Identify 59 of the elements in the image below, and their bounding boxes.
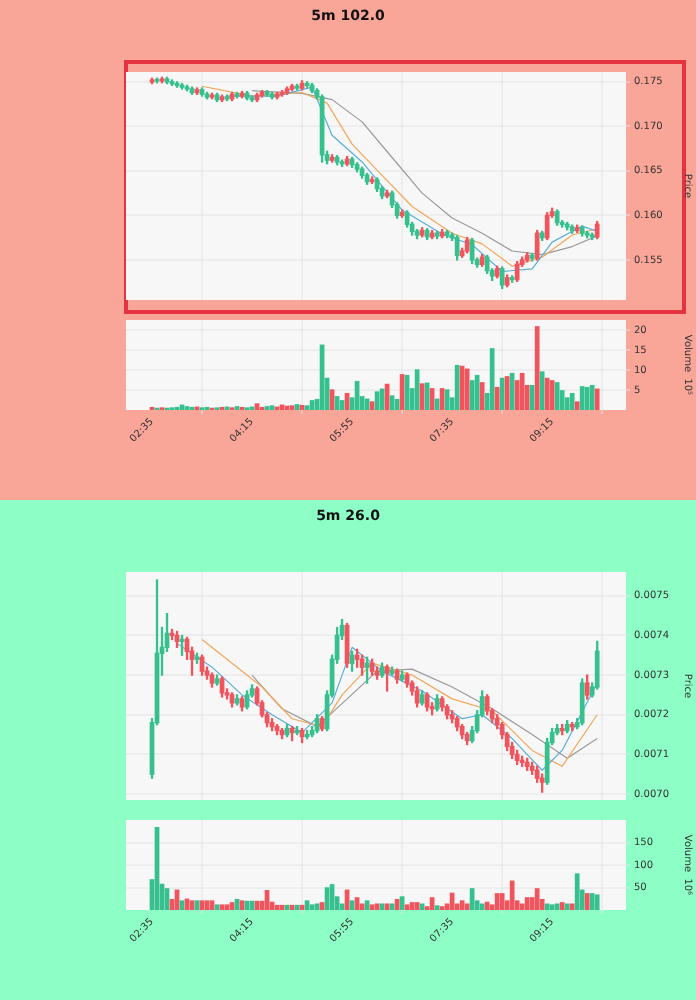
- bar: [314, 903, 320, 910]
- bar: [529, 384, 535, 410]
- bar: [534, 326, 540, 410]
- bar: [469, 380, 475, 410]
- bar: [534, 888, 540, 910]
- bar: [589, 893, 595, 910]
- bar: [584, 386, 590, 410]
- bar: [514, 380, 520, 410]
- bar: [509, 880, 515, 910]
- bar: [569, 903, 575, 910]
- bar: [384, 903, 390, 910]
- bar: [494, 386, 500, 410]
- bar: [544, 903, 550, 910]
- bar: [484, 901, 490, 910]
- bar: [564, 397, 570, 410]
- bar: [499, 377, 505, 410]
- bar: [549, 380, 555, 410]
- bar: [214, 904, 220, 910]
- bar: [519, 372, 525, 410]
- bar: [559, 390, 565, 410]
- bar: [309, 904, 315, 910]
- bar: [464, 903, 470, 910]
- bar: [559, 902, 565, 910]
- bar: [519, 903, 525, 910]
- bar: [584, 893, 590, 910]
- bar: [389, 903, 395, 910]
- bar: [479, 382, 485, 410]
- bar: [254, 403, 260, 410]
- bar: [564, 903, 570, 910]
- bar: [509, 372, 515, 410]
- bar: [369, 904, 375, 910]
- bar: [554, 903, 560, 910]
- bar: [554, 382, 560, 410]
- bar: [494, 893, 500, 910]
- bar: [374, 903, 380, 910]
- bar: [479, 903, 485, 910]
- bar: [504, 376, 510, 410]
- bar: [549, 904, 555, 910]
- bar: [219, 904, 225, 910]
- bar: [419, 903, 425, 910]
- bar: [589, 384, 595, 410]
- bar: [339, 903, 345, 910]
- bar: [499, 893, 505, 910]
- bar: [489, 348, 495, 410]
- bar: [574, 401, 580, 410]
- bar: [379, 903, 385, 910]
- bar: [569, 392, 575, 410]
- bar: [359, 903, 365, 910]
- bar: [544, 377, 550, 410]
- bar: [224, 904, 230, 910]
- bar: [539, 371, 545, 410]
- bar: [594, 894, 600, 910]
- bar: [594, 388, 600, 410]
- bar: [579, 386, 585, 410]
- bar: [469, 888, 475, 910]
- bar: [574, 873, 580, 910]
- bar: [524, 897, 530, 910]
- bar: [474, 374, 480, 410]
- bar: [404, 904, 410, 910]
